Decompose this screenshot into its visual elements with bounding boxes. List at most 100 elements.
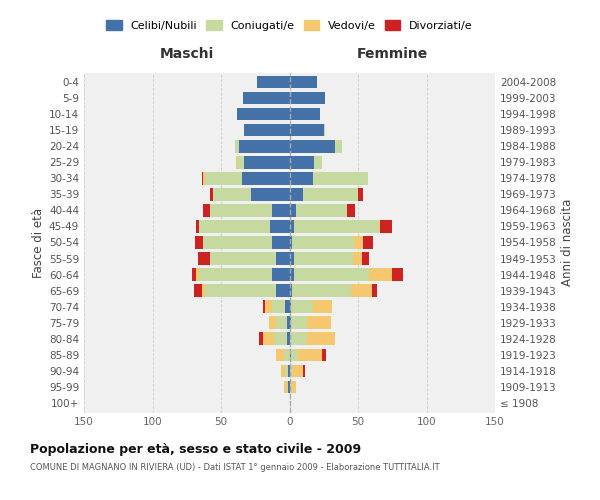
Bar (290, 140, 335, 152)
Bar (307, 332, 335, 345)
Bar (244, 124, 290, 136)
Bar (369, 268, 392, 281)
Bar (290, 284, 292, 297)
Bar (292, 284, 351, 297)
Bar (290, 204, 296, 216)
Bar (290, 316, 291, 329)
Bar (293, 252, 353, 265)
Bar (263, 332, 274, 345)
Bar (291, 316, 307, 329)
Bar (347, 204, 355, 216)
Bar (287, 332, 290, 345)
Bar (210, 252, 276, 265)
Bar (199, 220, 271, 232)
Bar (196, 220, 199, 232)
Bar (239, 140, 290, 152)
Bar (353, 252, 362, 265)
Bar (276, 316, 287, 329)
Bar (288, 380, 290, 393)
Bar (281, 364, 286, 377)
Bar (290, 92, 325, 104)
Bar (290, 124, 324, 136)
Bar (291, 300, 313, 313)
Bar (290, 268, 293, 281)
Bar (236, 156, 238, 168)
Bar (286, 300, 290, 313)
Text: Maschi: Maschi (160, 48, 214, 62)
Bar (194, 284, 202, 297)
Legend: Celibi/Nubili, Coniugati/e, Vedovi/e, Divorziati/e: Celibi/Nubili, Coniugati/e, Vedovi/e, Di… (106, 20, 473, 31)
Bar (198, 252, 210, 265)
Bar (314, 156, 322, 168)
Text: COMUNE DI MAGNANO IN RIVIERA (UD) - Dati ISTAT 1° gennaio 2009 - Elaborazione TU: COMUNE DI MAGNANO IN RIVIERA (UD) - Dati… (30, 462, 440, 471)
Bar (276, 252, 290, 265)
Y-axis label: Anni di nascita: Anni di nascita (561, 199, 574, 286)
Bar (192, 268, 196, 281)
Bar (290, 76, 317, 88)
Bar (372, 284, 377, 297)
Bar (210, 188, 213, 200)
Bar (380, 220, 392, 232)
Bar (362, 252, 369, 265)
Bar (205, 284, 276, 297)
Bar (284, 380, 287, 393)
Y-axis label: Fasce di età: Fasce di età (32, 208, 45, 278)
Bar (313, 172, 368, 184)
Bar (202, 284, 205, 297)
Bar (354, 236, 364, 249)
Bar (287, 316, 290, 329)
Bar (288, 364, 290, 377)
Bar (296, 204, 347, 216)
Bar (290, 364, 292, 377)
Bar (291, 348, 298, 361)
Bar (292, 236, 354, 249)
Bar (291, 380, 296, 393)
Bar (284, 348, 290, 361)
Bar (203, 236, 272, 249)
Bar (290, 220, 293, 232)
Bar (293, 220, 379, 232)
Bar (203, 204, 210, 216)
Bar (263, 300, 265, 313)
Text: Femmine: Femmine (356, 48, 428, 62)
Bar (210, 204, 272, 216)
Bar (235, 140, 239, 152)
Bar (238, 156, 244, 168)
Bar (271, 220, 290, 232)
Bar (272, 236, 290, 249)
Bar (259, 332, 263, 345)
Bar (265, 300, 272, 313)
Bar (335, 140, 341, 152)
Bar (205, 172, 242, 184)
Bar (290, 156, 314, 168)
Bar (298, 348, 322, 361)
Bar (276, 348, 284, 361)
Bar (195, 236, 203, 249)
Bar (290, 380, 291, 393)
Bar (290, 348, 291, 361)
Bar (290, 236, 292, 249)
Bar (196, 268, 199, 281)
Bar (242, 172, 290, 184)
Bar (269, 316, 276, 329)
Bar (290, 172, 313, 184)
Bar (290, 332, 307, 345)
Bar (303, 188, 358, 200)
Bar (358, 188, 364, 200)
Bar (202, 172, 203, 184)
Bar (244, 156, 290, 168)
Bar (213, 188, 251, 200)
Bar (238, 108, 290, 120)
Bar (290, 300, 291, 313)
Bar (257, 76, 290, 88)
Bar (203, 172, 205, 184)
Bar (292, 364, 303, 377)
Bar (313, 300, 332, 313)
Bar (276, 284, 290, 297)
Bar (290, 108, 320, 120)
Bar (272, 300, 286, 313)
Bar (322, 348, 326, 361)
Bar (199, 268, 272, 281)
Bar (272, 204, 290, 216)
Bar (290, 188, 303, 200)
